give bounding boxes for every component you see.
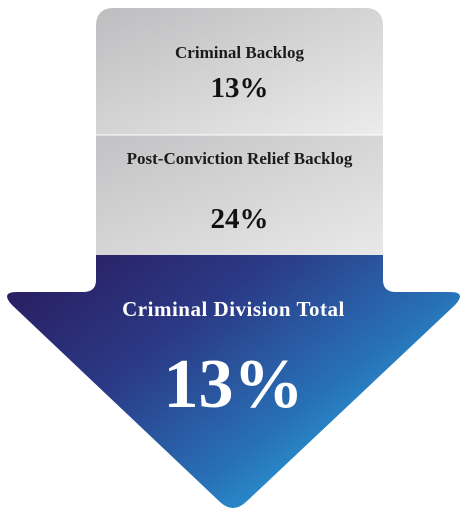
arrow — [7, 255, 460, 508]
total-value: 13% — [163, 346, 304, 423]
total-label: Criminal Division Total — [122, 297, 345, 321]
box-2 — [96, 135, 383, 256]
item-value: 24% — [210, 203, 269, 235]
item-label: Criminal Backlog — [175, 43, 304, 62]
item-label: Post-Conviction Relief Backlog — [126, 149, 353, 168]
box-1 — [96, 8, 383, 135]
item-value: 13% — [210, 72, 269, 104]
